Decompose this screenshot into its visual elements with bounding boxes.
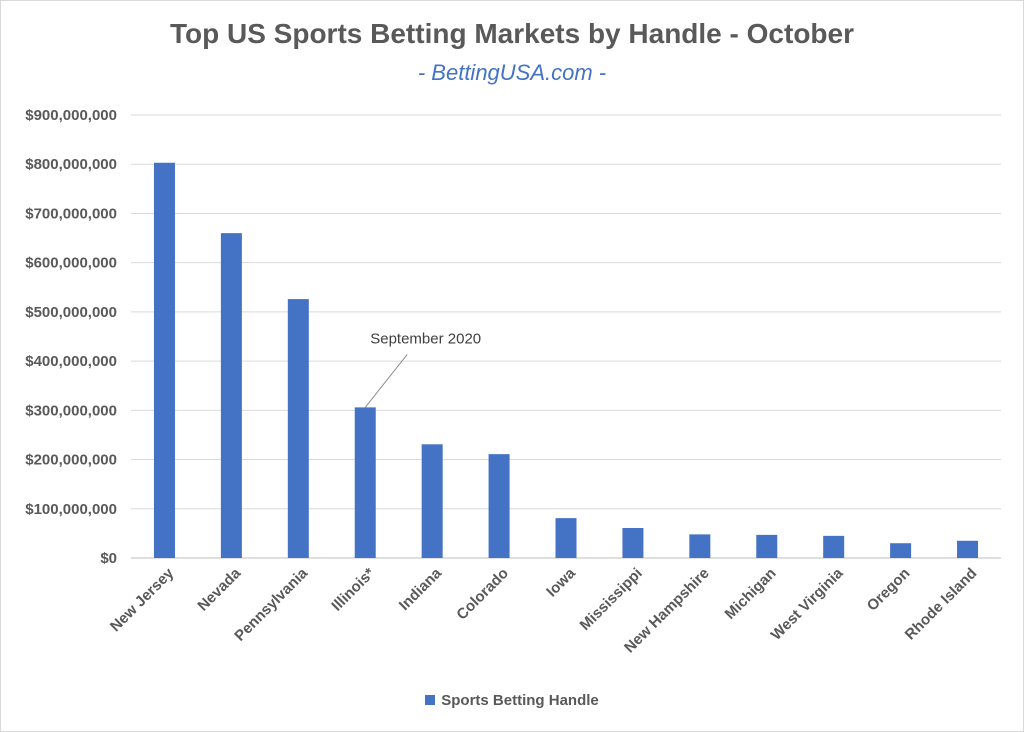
x-tick-label: Illinois* <box>328 565 378 615</box>
y-tick-label: $600,000,000 <box>25 255 117 272</box>
bar <box>488 454 510 558</box>
y-tick-label: $400,000,000 <box>25 353 117 370</box>
annotation-label: September 2020 <box>370 330 481 347</box>
y-tick-label: $100,000,000 <box>25 501 117 518</box>
bar <box>756 534 778 558</box>
bar <box>823 535 845 558</box>
x-tick-label: Michigan <box>722 565 780 623</box>
y-tick-label: $300,000,000 <box>25 402 117 419</box>
x-tick-label: Oregon <box>864 565 914 615</box>
annotation-leader-line <box>364 354 408 408</box>
y-tick-label: $900,000,000 <box>25 107 117 124</box>
bar <box>890 543 912 558</box>
bar <box>622 527 644 558</box>
y-tick-label: $800,000,000 <box>25 156 117 173</box>
x-tick-label: Iowa <box>543 564 579 600</box>
legend-label: Sports Betting Handle <box>441 692 599 709</box>
x-tick-label: West Virginia <box>768 564 847 643</box>
legend-swatch <box>425 695 436 705</box>
chart-subtitle: - BettingUSA.com - <box>417 60 607 85</box>
x-tick-label: Mississippi <box>577 565 646 634</box>
x-tick-label: Indiana <box>396 564 446 614</box>
bar <box>287 299 309 558</box>
y-tick-label: $0 <box>100 550 117 567</box>
gridlines <box>131 114 1001 559</box>
x-tick-label: New Jersey <box>107 564 178 635</box>
x-tick-label: Nevada <box>194 564 244 614</box>
y-tick-label: $200,000,000 <box>25 452 117 469</box>
x-tick-label: Rhode Island <box>902 565 981 644</box>
annotation-group: September 2020 <box>364 330 481 408</box>
bars <box>153 162 979 559</box>
bar <box>555 518 577 558</box>
y-tick-label: $700,000,000 <box>25 205 117 222</box>
y-tick-label: $500,000,000 <box>25 304 117 321</box>
bar <box>957 540 979 558</box>
bar <box>354 407 376 558</box>
bar <box>421 444 443 558</box>
bar <box>220 233 242 558</box>
x-tick-label: Colorado <box>453 565 512 624</box>
chart-title: Top US Sports Betting Markets by Handle … <box>169 18 854 49</box>
legend: Sports Betting Handle <box>0 692 1024 709</box>
y-axis-ticks: $0 $100,000,000 $200,000,000 $300,000,000 $4… <box>25 107 117 567</box>
bar <box>689 534 711 558</box>
bar <box>153 162 175 559</box>
